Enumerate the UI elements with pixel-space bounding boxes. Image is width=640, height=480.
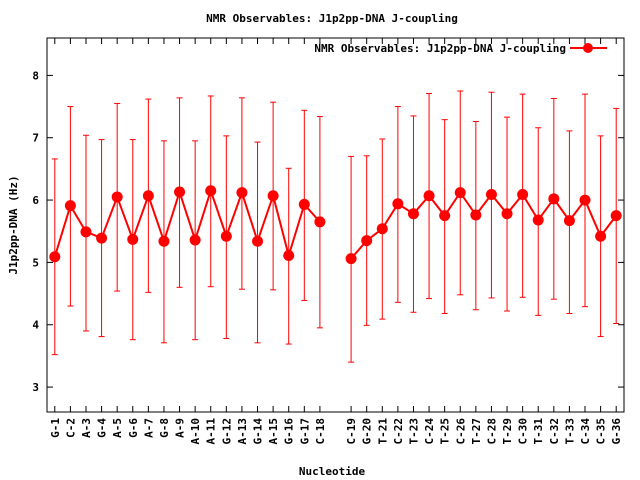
- data-point: [298, 198, 310, 210]
- data-point: [174, 186, 186, 198]
- x-tick-label: A-3: [80, 418, 93, 438]
- x-axis-label: Nucleotide: [299, 465, 366, 478]
- series-layer: [49, 90, 622, 363]
- x-tick-label: C-26: [454, 418, 467, 445]
- x-tick-label: A-13: [236, 418, 249, 445]
- series-line-segment-2: [350, 190, 617, 260]
- x-tick-label: C-28: [485, 418, 498, 445]
- data-point: [595, 230, 607, 242]
- data-point: [205, 185, 217, 197]
- y-tick-label: 8: [32, 69, 39, 82]
- x-tick-label: C-30: [517, 418, 530, 445]
- data-point: [563, 215, 575, 227]
- data-point: [127, 233, 139, 245]
- x-tick-label: A-11: [205, 418, 218, 445]
- data-point: [267, 190, 279, 202]
- chart-title: NMR Observables: J1p2pp-DNA J-coupling: [206, 12, 458, 25]
- x-tick-label: G-12: [220, 418, 233, 445]
- x-tick-label: C-32: [548, 418, 561, 445]
- data-point: [64, 200, 76, 212]
- x-tick-label: C-35: [595, 418, 608, 445]
- data-point: [96, 232, 108, 244]
- x-tick-label: G-8: [158, 418, 171, 438]
- legend: NMR Observables: J1p2pp-DNA J-coupling: [314, 42, 607, 55]
- data-point: [283, 250, 295, 262]
- data-point: [439, 210, 451, 222]
- x-tick-label: A-15: [267, 418, 280, 445]
- x-tick-label: G-20: [361, 418, 374, 445]
- data-point: [610, 210, 622, 222]
- x-tick-label: G-4: [96, 418, 109, 438]
- x-tick-label: A-10: [189, 418, 202, 445]
- data-point: [423, 190, 435, 202]
- data-point: [220, 230, 232, 242]
- x-tick-label: A-5: [111, 418, 124, 438]
- x-tick-label: T-29: [501, 418, 514, 445]
- data-point: [142, 190, 154, 202]
- y-tick-label: 7: [32, 132, 39, 145]
- data-point: [236, 187, 248, 199]
- y-tick-label: 3: [32, 381, 39, 394]
- data-point: [314, 216, 326, 228]
- x-tick-label: A-7: [142, 418, 155, 438]
- data-point: [501, 208, 513, 220]
- x-tick-label: T-23: [407, 418, 420, 445]
- data-point: [49, 251, 61, 263]
- x-tick-label: G-1: [49, 418, 62, 438]
- data-point: [392, 198, 404, 210]
- x-tick-label: T-21: [376, 418, 389, 445]
- x-axis: G-1 C-2 A-3 G-4 A-5 G-6 A-7 G-8 A-9 A-10 A-11 G-12 A…: [49, 38, 623, 445]
- data-point: [407, 208, 419, 220]
- y-axis-label: J1p2pp-DNA (Hz): [7, 175, 20, 274]
- y-axis: 3 4 5 6 7 8: [32, 69, 624, 394]
- x-tick-label: G-16: [283, 418, 296, 445]
- x-tick-label: C-22: [392, 418, 405, 445]
- plot-frame: [46, 37, 625, 413]
- y-tick-label: 6: [32, 194, 39, 207]
- y-tick-label: 4: [32, 319, 39, 332]
- x-tick-label: G-36: [610, 418, 623, 445]
- data-point: [532, 214, 544, 226]
- y-tick-label: 5: [32, 256, 39, 269]
- x-tick-label: T-25: [439, 418, 452, 445]
- data-point: [548, 193, 560, 205]
- series-line-segment-1: [53, 187, 321, 260]
- data-point: [80, 226, 92, 238]
- data-point: [485, 188, 497, 200]
- data-point: [454, 187, 466, 199]
- data-point: [111, 191, 123, 203]
- x-tick-label: C-19: [345, 418, 358, 445]
- data-point: [361, 235, 373, 247]
- data-point: [376, 223, 388, 235]
- data-point: [345, 253, 357, 265]
- data-point: [517, 188, 529, 200]
- x-tick-label: T-31: [532, 418, 545, 445]
- x-tick-label: G-17: [298, 418, 311, 445]
- x-tick-label: G-6: [127, 418, 140, 438]
- data-point: [252, 235, 264, 247]
- data-point: [158, 235, 170, 247]
- x-tick-label: T-27: [470, 418, 483, 445]
- x-tick-label: C-34: [579, 418, 592, 445]
- x-tick-label: C-2: [64, 418, 77, 438]
- legend-marker-swatch: [583, 43, 593, 53]
- data-point: [579, 194, 591, 206]
- x-tick-label: T-33: [563, 418, 576, 445]
- x-tick-label: A-9: [174, 418, 187, 438]
- x-tick-label: G-14: [252, 418, 265, 445]
- data-point: [470, 209, 482, 221]
- data-point: [189, 234, 201, 246]
- x-tick-label: C-18: [314, 418, 327, 445]
- legend-entry-label: NMR Observables: J1p2pp-DNA J-coupling: [314, 42, 566, 55]
- x-tick-label: C-24: [423, 418, 436, 445]
